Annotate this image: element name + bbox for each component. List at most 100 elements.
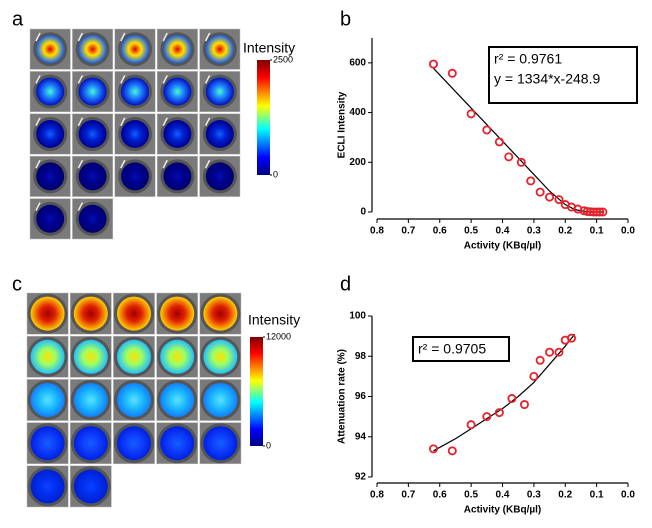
data-point [466,109,476,119]
data-point [588,207,598,217]
annotation: r² = 0.9705 [418,341,486,357]
well-signal [205,77,234,106]
annotation-box [488,46,638,104]
data-point [507,394,517,404]
well-signal [160,426,195,461]
well-signal [117,383,151,417]
well-signal [160,339,195,374]
well-glare [77,159,84,169]
data-point [428,444,438,454]
annotation-box [412,336,510,362]
well-glare [120,117,126,127]
well-signal [30,296,65,331]
well-signal [73,339,108,374]
well-signal [78,162,107,191]
well-signal [203,339,238,374]
x-tick-label: 0.5 [464,490,478,501]
x-tick-label: 0.6 [433,490,447,501]
well-glare [77,32,84,42]
x-tick-label: 0.2 [558,226,572,237]
well-glare [35,117,41,127]
well-signal [163,120,192,148]
panel-label: b [340,8,351,30]
panel-label: d [340,273,351,295]
colorbar [250,337,263,446]
data-point [466,420,476,430]
well-glare [204,159,211,169]
data-point [554,195,564,205]
data-point [504,152,514,162]
y-tick-label: 94 [355,431,367,442]
x-tick-label: 0.4 [496,490,510,501]
well-signal [117,296,151,331]
x-tick-label: 0.3 [527,226,541,237]
well-signal [160,296,195,331]
colorbar-tick-label: 0 [273,169,278,179]
well-signal [78,204,107,233]
well-signal [203,426,238,461]
x-tick-label: 0.6 [433,226,447,237]
annotation: r² = 0.9761 [494,51,562,67]
well-signal [121,120,149,148]
data-point [545,347,555,357]
colorbar-tick-label: 0 [266,440,271,450]
well-signal [30,426,65,461]
data-point [545,192,555,202]
well-signal [36,162,65,191]
well-glare [77,202,84,211]
x-tick-label: 0.0 [621,490,635,501]
well-signal [73,383,108,417]
well-signal [117,426,151,461]
data-point [482,125,492,135]
well-signal [30,339,65,374]
well-signal [205,120,234,148]
x-tick-label: 0.4 [496,226,510,237]
data-point [482,412,492,422]
y-tick-label: 600 [349,57,366,68]
well-signal [117,339,151,374]
well-signal [160,383,195,417]
data-point [494,408,504,418]
panel-label: a [12,8,24,30]
y-tick-label: 400 [349,107,366,118]
well-glare [162,75,168,84]
well-glare [162,117,168,127]
y-axis-label: Attenuation rate (%) [337,349,348,444]
y-axis-label: ECLI Intensity [337,91,348,158]
well-glare [35,202,41,211]
data-point [535,355,545,365]
x-tick-label: 0.1 [590,490,604,501]
well-glare [204,117,211,127]
x-tick-label: 0.7 [401,226,415,237]
y-tick-label: 0 [360,207,366,218]
well-signal [73,426,108,461]
data-point [428,59,438,69]
well-glare [35,32,41,42]
colorbar-title: Intensity [248,312,300,328]
well-signal [163,162,192,191]
data-point [447,446,457,456]
well-signal [78,77,107,106]
well-glare [77,75,84,84]
well-signal [205,162,234,191]
well-signal [163,77,192,106]
x-axis-label: Activity (KBq/µl) [464,241,541,252]
x-tick-label: 0.8 [370,226,384,237]
well-glare [35,159,41,169]
well-glare [204,32,211,42]
x-tick-label: 0.3 [527,490,541,501]
well-signal [36,120,65,148]
colorbar-title: Intensity [243,40,295,56]
x-axis-label: Activity (KBq/µl) [464,505,541,516]
well-glare [162,159,168,169]
data-point [535,187,545,197]
data-point [595,207,605,217]
well-glare [120,75,126,84]
x-tick-label: 0.5 [464,226,478,237]
well-glare [120,32,126,42]
well-signal [205,35,234,64]
data-point [516,157,526,167]
well-signal [73,469,108,504]
data-point [567,333,577,343]
